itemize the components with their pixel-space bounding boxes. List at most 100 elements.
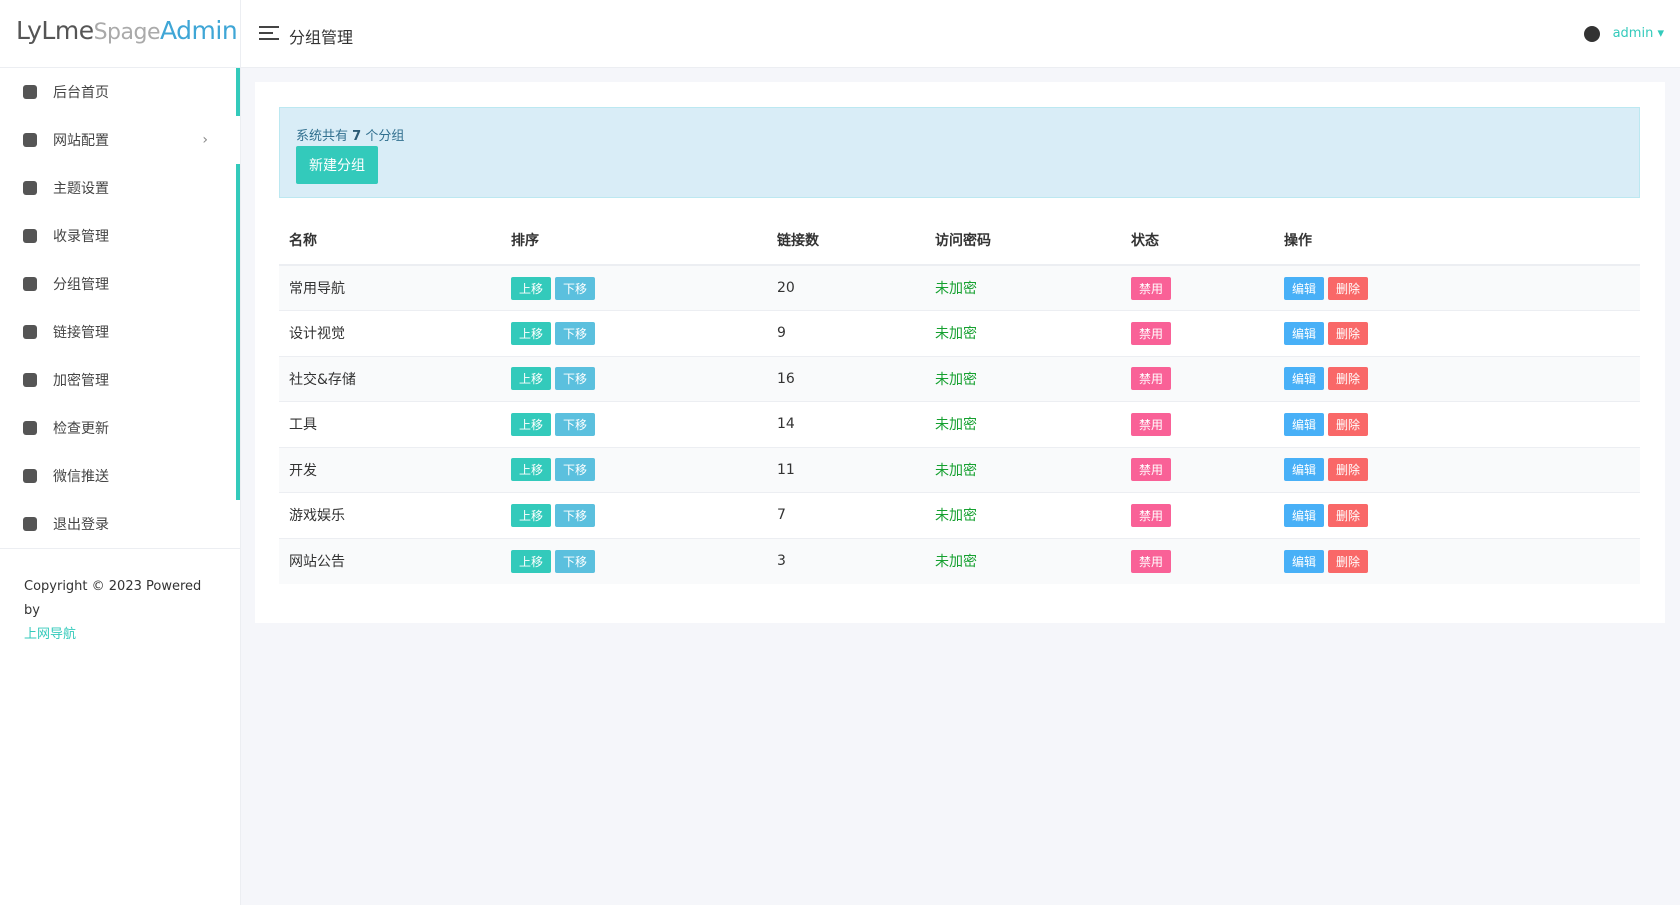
menu: 后台首页网站配置 › 主题设置收录管理分组管理链接管理加密管理 检查更新微信推送退出登… [0, 68, 240, 549]
move-down-button[interactable]: 下移 [555, 549, 596, 573]
status-cell: 禁用 [1121, 537, 1274, 584]
disable-button[interactable]: 禁用 [1131, 276, 1172, 300]
password-status: 未加密 [935, 326, 977, 343]
status-cell: 禁用 [1121, 264, 1274, 311]
move-down-button[interactable]: 下移 [555, 458, 596, 482]
move-up-button[interactable]: 上移 [511, 276, 552, 300]
table-row: 游戏娱乐 上移 下移 7 未加密 禁用 编辑 删除 [279, 492, 1640, 538]
menu-icon [23, 277, 37, 291]
brand[interactable]: LyLmeSpageAdmin [0, 0, 240, 68]
status-cell: 禁用 [1121, 355, 1274, 402]
disable-button[interactable]: 禁用 [1131, 367, 1172, 391]
footer: Copyright © 2023 Powered by 上网导航 [0, 549, 240, 673]
password-cell: 未加密 [925, 310, 1121, 356]
menu-item[interactable]: 主题设置 [0, 164, 240, 212]
delete-button[interactable]: 删除 [1328, 503, 1369, 527]
disable-button[interactable]: 禁用 [1131, 458, 1172, 482]
delete-button[interactable]: 删除 [1328, 367, 1369, 391]
menu-item[interactable]: 链接管理 [0, 308, 240, 356]
actions-cell: 编辑 删除 [1274, 446, 1640, 493]
sidebar: LyLmeSpageAdmin 后台首页网站配置 › 主题设置收录管理分组管理链接管… [0, 0, 241, 905]
menu-label: 退出登录 [53, 517, 109, 533]
menu-label: 分组管理 [53, 277, 109, 293]
delete-button[interactable]: 删除 [1328, 276, 1369, 300]
edit-button[interactable]: 编辑 [1284, 458, 1325, 482]
menu-icon [23, 517, 37, 531]
edit-button[interactable]: 编辑 [1284, 321, 1325, 345]
menu-icon [23, 133, 37, 147]
delete-button[interactable]: 删除 [1328, 458, 1369, 482]
footer-link[interactable]: 上网导航 [24, 627, 77, 642]
user-menu[interactable]: admin ▾ [1612, 26, 1664, 41]
move-up-button[interactable]: 上移 [511, 321, 552, 345]
column-header: 状态 [1121, 215, 1274, 266]
group-name: 设计视觉 [279, 310, 501, 356]
delete-button[interactable]: 删除 [1328, 412, 1369, 436]
move-up-button[interactable]: 上移 [511, 458, 552, 482]
menu-label: 链接管理 [53, 325, 109, 341]
menu-item[interactable]: 后台首页 [0, 68, 240, 116]
menu-icon [23, 469, 37, 483]
edit-button[interactable]: 编辑 [1284, 412, 1325, 436]
move-up-button[interactable]: 上移 [511, 503, 552, 527]
disable-button[interactable]: 禁用 [1131, 412, 1172, 436]
password-status: 未加密 [935, 417, 977, 434]
edit-button[interactable]: 编辑 [1284, 503, 1325, 527]
group-name: 工具 [279, 401, 501, 447]
menu-item[interactable]: 收录管理 [0, 212, 240, 260]
disable-button[interactable]: 禁用 [1131, 503, 1172, 527]
actions-cell: 编辑 删除 [1274, 264, 1640, 311]
new-group-button[interactable]: 新建分组 [296, 146, 378, 184]
move-down-button[interactable]: 下移 [555, 367, 596, 391]
alert-text: 个分组 [365, 129, 405, 144]
menu-item[interactable]: 微信推送 [0, 452, 240, 500]
password-cell: 未加密 [925, 537, 1121, 584]
move-down-button[interactable]: 下移 [555, 503, 596, 527]
menu-item[interactable]: 退出登录 [0, 500, 240, 548]
topbar: 分组管理 admin ▾ [241, 0, 1680, 68]
disable-button[interactable]: 禁用 [1131, 321, 1172, 345]
alert-text: 系统共有 [296, 129, 349, 144]
actions-cell: 编辑 删除 [1274, 401, 1640, 447]
move-up-button[interactable]: 上移 [511, 549, 552, 573]
link-count: 7 [767, 492, 925, 538]
theme-icon[interactable] [1584, 26, 1600, 42]
sort-cell: 上移 下移 [501, 355, 767, 402]
edit-button[interactable]: 编辑 [1284, 276, 1325, 300]
table-row: 设计视觉 上移 下移 9 未加密 禁用 编辑 删除 [279, 310, 1640, 356]
menu-item[interactable]: 加密管理 [0, 356, 240, 404]
menu-icon [23, 373, 37, 387]
menu-item[interactable]: 检查更新 [0, 404, 240, 452]
password-status: 未加密 [935, 508, 977, 525]
brand-part: Spage [93, 20, 161, 45]
disable-button[interactable]: 禁用 [1131, 549, 1172, 573]
table-row: 工具 上移 下移 14 未加密 禁用 编辑 删除 [279, 401, 1640, 447]
menu-label: 微信推送 [53, 469, 109, 485]
move-up-button[interactable]: 上移 [511, 367, 552, 391]
menu-item[interactable]: 网站配置 › [0, 116, 240, 164]
move-up-button[interactable]: 上移 [511, 412, 552, 436]
sort-cell: 上移 下移 [501, 537, 767, 584]
table-row: 社交&存储 上移 下移 16 未加密 禁用 编辑 删除 [279, 355, 1640, 402]
edit-button[interactable]: 编辑 [1284, 549, 1325, 573]
menu-toggle[interactable] [259, 26, 279, 40]
link-count: 11 [767, 446, 925, 493]
move-down-button[interactable]: 下移 [555, 321, 596, 345]
table-row: 开发 上移 下移 11 未加密 禁用 编辑 删除 [279, 446, 1640, 493]
brand-part: Admin [160, 16, 238, 45]
link-count: 20 [767, 264, 925, 311]
password-cell: 未加密 [925, 401, 1121, 447]
menu-item[interactable]: 分组管理 [0, 260, 240, 308]
group-name: 游戏娱乐 [279, 492, 501, 538]
move-down-button[interactable]: 下移 [555, 412, 596, 436]
table-row: 网站公告 上移 下移 3 未加密 禁用 编辑 删除 [279, 537, 1640, 584]
delete-button[interactable]: 删除 [1328, 321, 1369, 345]
menu-label: 主题设置 [53, 181, 109, 197]
menu-icon [23, 325, 37, 339]
password-cell: 未加密 [925, 492, 1121, 538]
move-down-button[interactable]: 下移 [555, 276, 596, 300]
edit-button[interactable]: 编辑 [1284, 367, 1325, 391]
delete-button[interactable]: 删除 [1328, 549, 1369, 573]
menu-label: 后台首页 [53, 85, 109, 101]
link-count: 3 [767, 537, 925, 584]
